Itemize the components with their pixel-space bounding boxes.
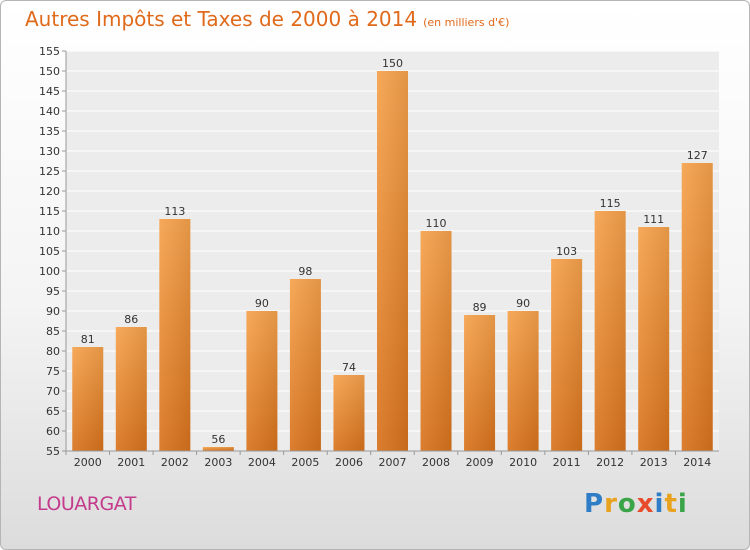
y-tick-label: 80: [46, 345, 60, 358]
chart-title-text: Autres Impôts et Taxes de 2000 à 2014: [25, 7, 418, 31]
bar-shade: [507, 311, 539, 451]
y-tick-label: 140: [39, 105, 60, 118]
y-tick-label: 75: [46, 365, 60, 378]
x-tick-label: 2007: [379, 456, 407, 469]
y-tick-label: 130: [39, 145, 60, 158]
y-tick-label: 85: [46, 325, 60, 338]
logo-letter: i: [654, 489, 665, 519]
bar-shade: [377, 71, 408, 451]
y-axis: 55 60 65 70 75 80 85 90 95 100 105 110 115 120 125 130 1…: [39, 45, 67, 458]
bar-shade: [594, 211, 626, 451]
data-label: 103: [556, 245, 577, 258]
bar-shade: [638, 227, 670, 451]
data-label: 150: [382, 57, 403, 70]
town-name: LOUARGAT: [37, 493, 136, 515]
y-tick-label: 155: [39, 45, 60, 58]
bar-shade: [246, 311, 278, 451]
y-tick-label: 60: [46, 425, 60, 438]
data-label: 86: [124, 313, 138, 326]
logo-letter: P: [584, 489, 605, 519]
x-tick-label: 2014: [683, 456, 711, 469]
data-label: 81: [81, 333, 95, 346]
x-tick-label: 2002: [161, 456, 189, 469]
y-tick-label: 70: [46, 385, 60, 398]
y-tick-label: 135: [39, 125, 60, 138]
bar-shade: [159, 219, 191, 451]
data-label: 56: [211, 433, 225, 446]
y-tick-label: 65: [46, 405, 60, 418]
x-tick-label: 2001: [117, 456, 145, 469]
data-label: 74: [342, 361, 356, 374]
logo-letter: i: [677, 489, 688, 519]
y-tick-label: 110: [39, 225, 60, 238]
data-label: 90: [516, 297, 530, 310]
bar-shade: [464, 315, 496, 451]
bars: 81 86 113 56 90 98 74 150 110 89 90 103 115 111 127: [72, 57, 713, 451]
data-label: 111: [643, 213, 664, 226]
y-tick-label: 120: [39, 185, 60, 198]
bar-shade: [115, 327, 147, 451]
data-label: 127: [687, 149, 708, 162]
bar-shade: [72, 347, 104, 451]
bar-shade: [420, 231, 452, 451]
x-tick-label: 2012: [596, 456, 624, 469]
x-tick-label: 2006: [335, 456, 363, 469]
y-tick-label: 115: [39, 205, 60, 218]
chart-title: Autres Impôts et Taxes de 2000 à 2014 (en…: [25, 7, 509, 31]
y-tick-label: 90: [46, 305, 60, 318]
logo-letter: x: [636, 489, 655, 519]
data-label: 98: [298, 265, 312, 278]
logo-letter: r: [604, 489, 618, 519]
data-label: 89: [473, 301, 487, 314]
x-tick-label: 2009: [466, 456, 494, 469]
y-tick-label: 105: [39, 245, 60, 258]
data-label: 110: [426, 217, 447, 230]
bar-shade: [289, 279, 321, 451]
logo-letter: o: [617, 489, 637, 519]
x-tick-label: 2013: [640, 456, 668, 469]
bar-shade: [551, 259, 583, 451]
data-label: 113: [164, 205, 185, 218]
bar-shade: [202, 447, 234, 451]
y-tick-label: 145: [39, 85, 60, 98]
y-tick-label: 150: [39, 65, 60, 78]
bar-shade: [333, 375, 365, 451]
x-tick-label: 2000: [74, 456, 102, 469]
y-tick-label: 95: [46, 285, 60, 298]
bar-shade: [681, 163, 713, 451]
x-axis: 2000 2001 2002 2003 2004 2005 2006 2007 2008 2009…: [65, 450, 719, 469]
y-tick-label: 100: [39, 265, 60, 278]
x-tick-label: 2004: [248, 456, 276, 469]
data-label: 90: [255, 297, 269, 310]
unit-label: (en milliers d'€): [423, 16, 510, 29]
proxiti-logo: Proxiti: [584, 489, 688, 519]
y-tick-label: 55: [46, 445, 60, 458]
y-tick-label: 125: [39, 165, 60, 178]
data-label: 115: [600, 197, 621, 210]
x-tick-label: 2003: [204, 456, 232, 469]
x-tick-label: 2008: [422, 456, 450, 469]
x-tick-label: 2011: [553, 456, 581, 469]
x-tick-label: 2005: [291, 456, 319, 469]
x-tick-label: 2010: [509, 456, 537, 469]
logo-letter: t: [664, 489, 678, 519]
